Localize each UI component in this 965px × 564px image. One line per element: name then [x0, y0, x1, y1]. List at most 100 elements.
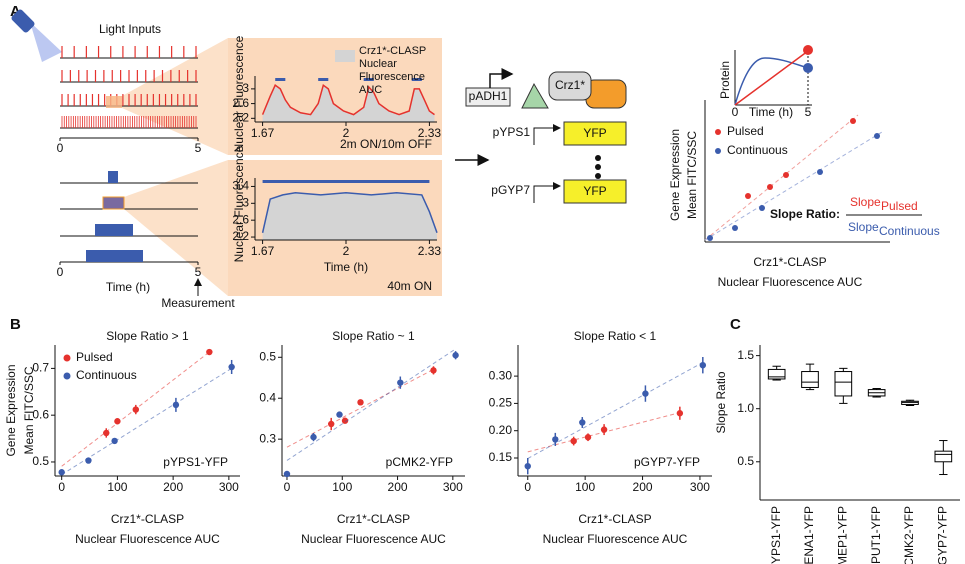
axis-title: Protein [718, 61, 732, 99]
legend-label: Crz1*-CLASP Nuclear Fluorescence AUC [359, 45, 427, 96]
y-tick-label: 2.6 [232, 96, 249, 110]
annotation: 40m ON [387, 279, 432, 293]
y-tick-label: 0.7 [32, 361, 49, 375]
y-tick-label: 1.0 [737, 401, 754, 415]
x-tick-label: 200 [163, 480, 183, 494]
domain-shape [521, 82, 549, 109]
y-tick-label: 0.20 [489, 423, 513, 437]
legend-label: Pulsed [727, 124, 764, 138]
x-tick-label: 1.67 [251, 244, 275, 258]
domain-shape [548, 71, 592, 101]
domain-shape [585, 79, 627, 109]
ellipsis-dot [595, 164, 601, 170]
promoter-arrow [533, 124, 561, 145]
reporter-promoter: pGYP7 [491, 183, 530, 197]
axis-title: Time (h) [749, 105, 793, 119]
zoom-connector [106, 38, 228, 155]
x-tick-label: 0 [524, 480, 531, 494]
y-tick-label: 0.4 [259, 390, 276, 404]
x-tick-label: 200 [633, 480, 653, 494]
x-axis-title: Time (h) [324, 260, 368, 274]
x-tick-label: 300 [443, 480, 463, 494]
x-tick-label: 2 [343, 244, 350, 258]
y-axis-title: Nuclear Fluorescence [232, 35, 246, 152]
ellipsis-dot [595, 155, 601, 161]
data-point [397, 379, 404, 386]
ratio-label: Slope Ratio: [770, 207, 840, 221]
x-axis-title: Crz1*-CLASP [578, 512, 651, 526]
x-tick-label: 2 [343, 126, 350, 140]
x-tick-label: pENA1-YFP [802, 506, 816, 564]
light-pulse [411, 78, 422, 81]
y-tick-label: 3 [242, 195, 249, 209]
y-tick-label: 0.30 [489, 368, 513, 382]
data-point [357, 399, 364, 406]
y-tick-label: 0.6 [32, 407, 49, 421]
gene-label: YFP [583, 126, 606, 140]
annotation: 2m ON/10m OFF [340, 137, 432, 151]
y-tick-label: 0.3 [259, 431, 276, 445]
y-tick-label: 2.6 [232, 212, 249, 226]
protein-label: Crz1* [555, 78, 585, 92]
fit-line [527, 361, 704, 459]
legend-label: Continuous [727, 143, 788, 157]
light-pulse [318, 78, 329, 81]
data-point [642, 390, 649, 397]
light-block [108, 171, 118, 183]
x-axis-title: Nuclear Fluorescence AUC [543, 532, 688, 546]
chart-title: Slope Ratio < 1 [574, 329, 657, 343]
light-block [95, 224, 133, 236]
panel-label: A [10, 3, 21, 20]
light-pulse [262, 180, 430, 183]
gene-label: YFP [583, 184, 606, 198]
y-axis-title: Nuclear Fluorescence [232, 145, 246, 262]
data-point [676, 410, 684, 417]
x-tick-label: 100 [107, 480, 127, 494]
data-point [114, 418, 121, 425]
annotation: pYPS1-YFP [163, 455, 228, 469]
x-tick-label: 300 [690, 480, 710, 494]
chart-title: Slope Ratio > 1 [106, 329, 189, 343]
y-tick-label: 0.5 [259, 349, 276, 363]
x-axis-title: Nuclear Fluorescence AUC [75, 532, 220, 546]
panel-label: C [730, 316, 741, 333]
light-pulse [275, 78, 286, 81]
box [901, 400, 919, 405]
promoter-box [465, 87, 511, 107]
data-point [228, 363, 235, 371]
y-tick-label: 2.2 [232, 229, 249, 243]
legend-label: Continuous [76, 368, 137, 382]
axis-label: 0 [57, 265, 64, 279]
x-axis-title: Crz1*-CLASP [111, 512, 184, 526]
y-tick-label: 0.15 [489, 450, 513, 464]
data-point [699, 361, 707, 369]
axis-title: Crz1*-CLASP [753, 255, 826, 269]
annotation: pGYP7-YFP [634, 455, 700, 469]
ratio-denominator-sub: Continuous [879, 224, 940, 238]
ratio-denominator: Slope [848, 220, 879, 234]
x-tick-label: 0 [284, 480, 291, 494]
lamp-icon [11, 9, 62, 62]
data-point [328, 420, 335, 428]
fit-line [61, 367, 232, 476]
light-pulse [363, 78, 374, 81]
y-tick-label: 0.5 [737, 454, 754, 468]
trace-area [262, 85, 435, 122]
y-axis-title: Mean FITC/SSC [22, 366, 36, 454]
data-point [58, 469, 65, 476]
x-tick-label: 100 [332, 480, 352, 494]
x-tick-label: pGYP7-YFP [936, 506, 950, 564]
data-point [85, 457, 92, 464]
chart-title: Slope Ratio ~ 1 [332, 329, 415, 343]
slope-schematic [704, 100, 890, 243]
x-tick-label: 2.33 [418, 126, 442, 140]
data-point [283, 470, 291, 478]
protein-schematic [734, 45, 813, 106]
gene-box [563, 121, 627, 146]
data-point [172, 401, 180, 409]
ratio-numerator-sub: Pulsed [881, 199, 918, 213]
box [767, 368, 786, 380]
data-point [584, 434, 592, 441]
x-tick-label: pCMK2-YFP [902, 506, 916, 564]
